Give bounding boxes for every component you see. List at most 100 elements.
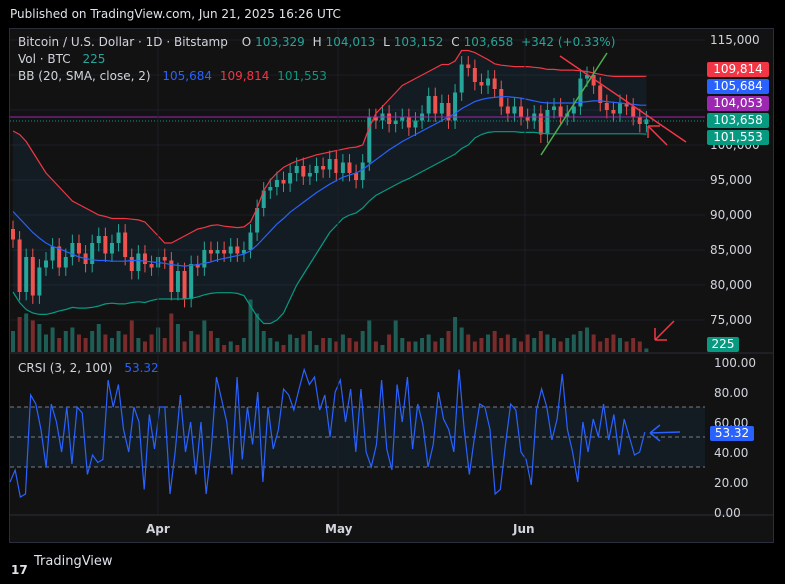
candle-body (631, 106, 636, 117)
volume-bar (426, 334, 431, 352)
bb-mid-line (12, 96, 647, 267)
tradingview-logo-icon[interactable]: 17 (11, 563, 28, 577)
volume-bar (24, 313, 29, 352)
candle-body (17, 239, 22, 292)
candle-body (268, 187, 273, 191)
volume-bar (288, 334, 293, 352)
volume-bar (175, 324, 180, 352)
crsi-legend: CRSI (3, 2, 100) 53.32 (18, 361, 163, 375)
volume-bar (136, 338, 141, 352)
candle-body (103, 236, 108, 254)
volume-bar (387, 334, 392, 352)
candle-body (393, 120, 398, 124)
volume-bar (446, 331, 451, 352)
volume-bar (57, 338, 62, 352)
volume-bar (189, 331, 194, 352)
arrow-annotation (647, 125, 668, 146)
candle-body (525, 117, 530, 121)
candle-body (591, 75, 596, 86)
volume-bar (37, 324, 42, 352)
candle-body (538, 113, 543, 135)
candle-body (175, 271, 180, 292)
volume-bar (552, 338, 557, 352)
candle-body (228, 246, 233, 254)
top-bar: Published on TradingView.com, Jun 21, 20… (0, 0, 785, 28)
volume-bar (499, 338, 504, 352)
volume-bar (611, 334, 616, 352)
candle-body (162, 257, 167, 261)
candle-body (142, 253, 147, 264)
bottom-bar: 17 TradingView (0, 548, 785, 579)
candle-body (347, 162, 352, 173)
bb-upper-badge: 109,814 (707, 62, 769, 77)
volume-bar (228, 341, 233, 352)
candle-body (499, 89, 504, 107)
volume-bar (321, 338, 326, 352)
volume-bar (268, 338, 273, 352)
price-tick: 80,000 (710, 278, 752, 292)
candle-body (43, 260, 48, 268)
volume-bar (169, 313, 174, 352)
volume-bar (123, 334, 128, 352)
price-tick: 90,000 (710, 208, 752, 222)
volume-bar (393, 320, 398, 352)
tradingview-brand[interactable]: TradingView (34, 554, 113, 569)
volume-bar (307, 331, 312, 352)
legend-symbol: Bitcoin / U.S. Dollar · 1D · Bitstamp (18, 35, 228, 49)
volume-bar (367, 320, 372, 352)
candle-body (453, 92, 458, 121)
volume-bar (83, 338, 88, 352)
legend-change: +342 (+0.33%) (521, 35, 616, 49)
candle-body (50, 246, 55, 261)
candle-body (624, 103, 629, 107)
bb-fill (13, 50, 647, 324)
volume-bar (11, 331, 15, 352)
candle-body (195, 264, 200, 268)
candle-body (241, 250, 246, 254)
volume-bar (281, 345, 286, 352)
volume-bar (565, 338, 570, 352)
volume-bar (202, 320, 207, 352)
volume-bar (182, 341, 187, 352)
candle-body (96, 236, 101, 243)
crsi-value: 53.32 (124, 361, 159, 375)
candle-body (294, 166, 299, 173)
volume-bar (420, 338, 425, 352)
volume-bar (519, 341, 524, 352)
candle-body (136, 253, 141, 271)
candle-body (433, 96, 438, 114)
bb-lower-line (12, 131, 647, 325)
candle-body (360, 162, 365, 180)
candle-body (637, 117, 642, 124)
candle-body (505, 106, 510, 114)
candle-body (129, 257, 134, 271)
vol-value: 225 (82, 52, 106, 66)
volume-bar (413, 341, 418, 352)
volume-bar (459, 327, 464, 352)
candle-body (301, 166, 306, 177)
volume-bar (380, 345, 385, 352)
candle-body (57, 246, 62, 268)
trendline-down (559, 55, 687, 143)
volume-bar (578, 331, 583, 352)
candle-body (123, 232, 128, 257)
candle-body (202, 250, 207, 268)
volume-bar (116, 331, 121, 352)
bb-legend: BB (20, SMA, close, 2) 105,684 109,814 1… (18, 69, 331, 83)
crosshair-badge: 104,053 (707, 96, 769, 111)
candle-body (248, 232, 253, 250)
candle-body (552, 106, 557, 110)
price-tick: 75,000 (710, 313, 752, 327)
candle-body (413, 120, 418, 128)
volume-bar (129, 320, 134, 352)
candle-body (486, 78, 491, 86)
legend-open: O 103,329 (241, 35, 305, 49)
volume-bar (472, 341, 477, 352)
volume-legend: Vol · BTC 225 (18, 52, 109, 66)
legend-high: H 104,013 (312, 35, 376, 49)
volume-bar (453, 317, 458, 352)
volume-badge: 225 (707, 337, 739, 352)
volume-bar (274, 341, 279, 352)
